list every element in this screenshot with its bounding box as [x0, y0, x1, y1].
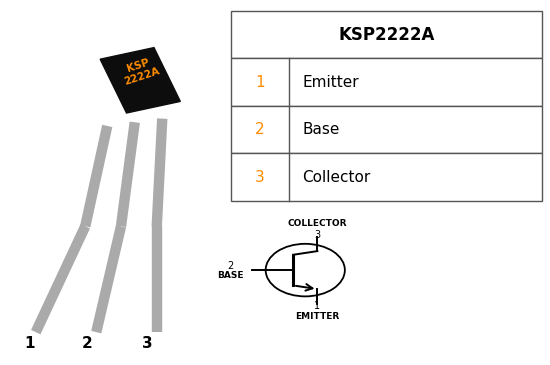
Text: 1: 1 — [24, 335, 35, 351]
Text: COLLECTOR: COLLECTOR — [288, 219, 347, 228]
Text: BASE: BASE — [217, 271, 243, 280]
Text: Base: Base — [302, 122, 340, 137]
Text: Emitter: Emitter — [302, 74, 359, 90]
Text: 2: 2 — [81, 335, 92, 351]
Text: 1: 1 — [255, 74, 265, 90]
Text: KSP2222A: KSP2222A — [338, 26, 434, 44]
Text: Collector: Collector — [302, 169, 371, 185]
Text: 2: 2 — [227, 261, 233, 271]
Bar — [231, 58, 542, 106]
Bar — [231, 11, 542, 58]
Bar — [231, 153, 542, 201]
Bar — [231, 106, 542, 153]
Text: 3: 3 — [314, 230, 321, 240]
Text: 3: 3 — [255, 169, 265, 185]
Text: EMITTER: EMITTER — [295, 312, 339, 321]
Text: 2: 2 — [255, 122, 265, 137]
Text: 3: 3 — [142, 335, 153, 351]
Text: KSP
2222A: KSP 2222A — [119, 55, 161, 87]
Polygon shape — [100, 47, 180, 113]
Text: 1: 1 — [314, 300, 321, 311]
